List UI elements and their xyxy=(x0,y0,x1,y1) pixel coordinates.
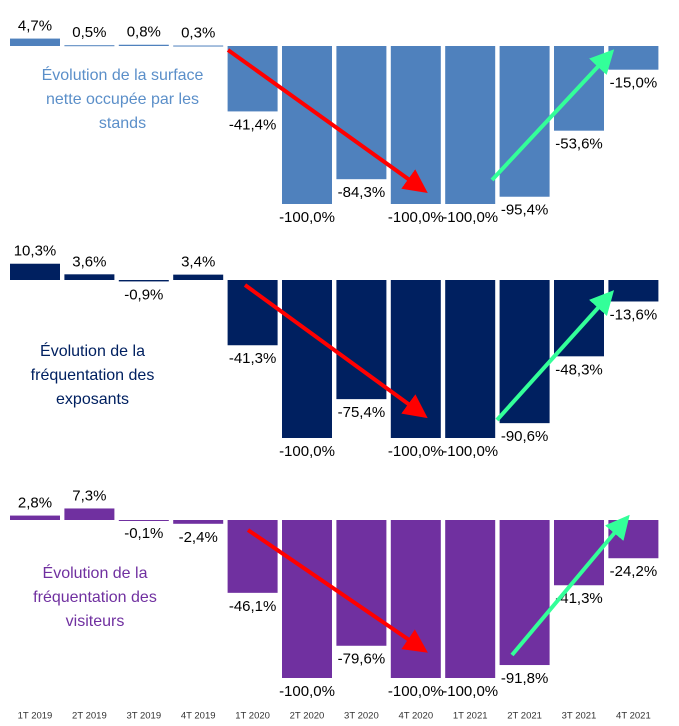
value-label: -100,0% xyxy=(442,683,498,700)
bar xyxy=(118,44,169,46)
x-tick-label: 2T 2019 xyxy=(72,711,107,722)
bar xyxy=(173,520,224,524)
value-label: -41,4% xyxy=(229,116,277,133)
panel-title: Évolution de la surface nette occupée pa… xyxy=(41,67,204,132)
value-label: -41,3% xyxy=(229,350,277,367)
bar xyxy=(10,515,60,520)
panel-title: Évolution de la fréquentation des visite… xyxy=(33,565,157,630)
bar xyxy=(608,46,659,70)
bar xyxy=(499,280,550,424)
value-label: 0,8% xyxy=(127,24,161,41)
x-tick-label: 1T 2020 xyxy=(235,711,270,722)
x-tick-label: 1T 2021 xyxy=(453,711,488,722)
x-tick-label: 1T 2019 xyxy=(18,711,53,722)
bar xyxy=(608,520,659,559)
value-label: -15,0% xyxy=(610,75,658,92)
value-label: 3,4% xyxy=(181,254,215,271)
x-tick-label: 4T 2020 xyxy=(398,711,433,722)
value-label: -0,9% xyxy=(124,286,163,303)
arrow-up xyxy=(495,290,615,422)
x-tick-label: 4T 2019 xyxy=(181,711,216,722)
bar xyxy=(554,280,604,357)
bar xyxy=(282,280,332,438)
value-label: -90,6% xyxy=(501,428,549,445)
value-label: -48,3% xyxy=(555,361,603,378)
arrow-down xyxy=(246,528,428,653)
value-label: -75,4% xyxy=(338,404,386,421)
value-label: -41,3% xyxy=(555,590,603,607)
value-label: 0,3% xyxy=(181,24,215,41)
bar xyxy=(445,280,496,438)
value-label: -91,8% xyxy=(501,670,549,687)
panel-title: Évolution de la fréquentation des exposa… xyxy=(30,343,155,408)
x-tick-label: 2T 2021 xyxy=(507,711,542,722)
value-label: -2,4% xyxy=(179,529,218,546)
bar xyxy=(499,520,550,666)
bar xyxy=(64,45,115,47)
value-label: -24,2% xyxy=(610,563,658,580)
arrow-down xyxy=(243,283,428,419)
value-label: -100,0% xyxy=(279,443,335,460)
bar xyxy=(10,263,60,280)
bar xyxy=(445,520,496,678)
bar xyxy=(445,46,496,204)
value-label: -100,0% xyxy=(442,209,498,226)
bar xyxy=(390,46,441,204)
bar xyxy=(499,46,550,197)
value-label: -100,0% xyxy=(388,443,444,460)
value-label: 0,5% xyxy=(72,24,106,41)
arrow-up xyxy=(490,49,615,182)
arrows xyxy=(226,48,630,657)
bar xyxy=(118,280,169,282)
arrow-up xyxy=(510,514,630,657)
value-label: -79,6% xyxy=(338,651,386,668)
value-label: -0,1% xyxy=(124,525,163,542)
bar xyxy=(282,46,332,204)
bar xyxy=(173,45,224,47)
value-label: -100,0% xyxy=(442,443,498,460)
bar xyxy=(390,280,441,438)
value-label: 2,8% xyxy=(18,495,52,512)
bar xyxy=(608,280,659,302)
value-label: -13,6% xyxy=(610,306,658,323)
bar xyxy=(336,280,387,400)
value-label: -84,3% xyxy=(338,184,386,201)
bar xyxy=(10,38,60,46)
value-label: -100,0% xyxy=(388,209,444,226)
value-label: -100,0% xyxy=(279,209,335,226)
arrow-down xyxy=(226,48,428,193)
bar xyxy=(64,508,115,520)
bar xyxy=(336,520,387,646)
value-label: -100,0% xyxy=(388,683,444,700)
value-label: -53,6% xyxy=(555,136,603,153)
bar xyxy=(173,274,224,280)
bar xyxy=(118,520,169,521)
value-label: 3,6% xyxy=(72,253,106,270)
bar xyxy=(282,520,332,678)
bar xyxy=(64,274,115,280)
value-label: -95,4% xyxy=(501,202,549,219)
value-label: 4,7% xyxy=(18,18,52,35)
bar xyxy=(390,520,441,678)
x-tick-label: 3T 2019 xyxy=(126,711,161,722)
value-label: 10,3% xyxy=(14,243,57,260)
x-tick-label: 4T 2021 xyxy=(616,711,651,722)
x-tick-label: 2T 2020 xyxy=(290,711,325,722)
x-tick-label: 3T 2021 xyxy=(562,711,597,722)
value-label: 7,3% xyxy=(72,487,106,504)
x-tick-label: 3T 2020 xyxy=(344,711,379,722)
value-label: -100,0% xyxy=(279,683,335,700)
value-label: -46,1% xyxy=(229,598,277,615)
